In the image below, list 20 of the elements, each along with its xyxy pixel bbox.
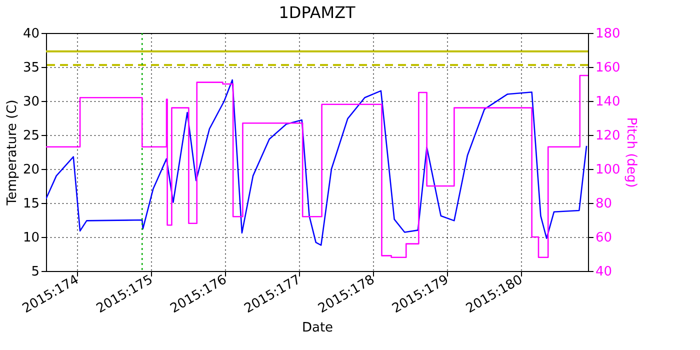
y2-tick-label: 140 bbox=[596, 94, 620, 110]
chart-title: 1DPAMZT bbox=[278, 3, 356, 22]
y2-tick-label: 100 bbox=[596, 162, 620, 178]
y2-tick-label: 180 bbox=[596, 26, 620, 42]
y-tick-label: 30 bbox=[22, 94, 40, 110]
y2-tick-label: 160 bbox=[596, 60, 620, 76]
y2-tick-label: 40 bbox=[596, 264, 612, 280]
y-axis-title: Temperature (C) bbox=[4, 100, 20, 206]
y2-axis-title: Pitch (deg) bbox=[623, 117, 638, 188]
y2-tick-label: 60 bbox=[596, 230, 612, 246]
x-axis-title: Date bbox=[302, 320, 334, 336]
y-tick-label: 15 bbox=[22, 196, 40, 212]
y2-tick-label: 80 bbox=[596, 196, 612, 212]
y-tick-label: 25 bbox=[22, 128, 40, 144]
y-tick-label: 5 bbox=[31, 264, 40, 280]
y-tick-label: 20 bbox=[22, 162, 40, 178]
y2-tick-label: 120 bbox=[596, 128, 620, 144]
y-tick-label: 35 bbox=[22, 60, 40, 76]
y-tick-label: 40 bbox=[22, 26, 40, 42]
y-tick-label: 10 bbox=[22, 230, 40, 246]
